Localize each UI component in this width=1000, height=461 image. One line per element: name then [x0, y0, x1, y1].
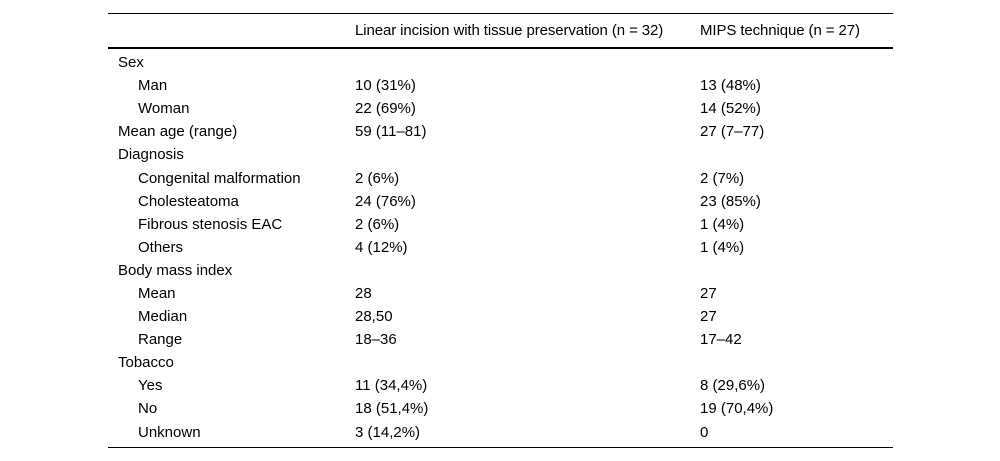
value-cell-linear-incision: 59 (11–81): [355, 123, 427, 141]
value-cell-mips: 2 (7%): [700, 169, 745, 187]
value-cell-mips: 14 (52%): [700, 100, 761, 118]
row-label-cell: Body mass index: [118, 261, 233, 279]
value-cell-mips: 13 (48%): [700, 77, 761, 95]
table-row: Congenital malformation 2 (6%) 2 (7%): [108, 166, 893, 189]
value-cell-linear-incision: 10 (31%): [355, 77, 416, 95]
table-row: Range 18–36 17–42: [108, 328, 893, 351]
value-cell-linear-incision: 18–36: [355, 331, 397, 349]
value-cell-linear-incision: 4 (12%): [355, 238, 408, 256]
table-row: Yes 11 (34,4%) 8 (29,6%): [108, 374, 893, 397]
table-row: Median 28,50 27: [108, 305, 893, 328]
value-cell-linear-incision: 2 (6%): [355, 169, 400, 187]
row-label-cell: Mean age (range): [118, 123, 238, 141]
value-cell-linear-incision: 2 (6%): [355, 215, 400, 233]
value-cell-mips: 17–42: [700, 331, 742, 349]
table-row: Fibrous stenosis EAC 2 (6%) 1 (4%): [108, 213, 893, 236]
value-cell-mips: 8 (29,6%): [700, 377, 766, 395]
table-row: Cholesteatoma 24 (76%) 23 (85%): [108, 190, 893, 213]
row-label-cell: Mean: [138, 284, 176, 302]
row-label-cell: Tobacco: [118, 354, 174, 372]
row-label-cell: Unknown: [138, 423, 201, 441]
table-body: Sex Man 10 (31%) 13 (48%) Woman 22 (69%)…: [108, 49, 893, 447]
row-label-cell: Man: [138, 77, 168, 95]
table-row: Man 10 (31%) 13 (48%): [108, 74, 893, 97]
row-label-cell: No: [138, 400, 158, 418]
row-label-cell: Range: [138, 331, 183, 349]
comparison-table: Linear incision with tissue preservation…: [108, 13, 893, 448]
row-label-cell: Yes: [138, 377, 163, 395]
value-cell-linear-incision: 24 (76%): [355, 192, 416, 210]
table-header-row: Linear incision with tissue preservation…: [108, 14, 893, 49]
value-cell-linear-incision: 18 (51,4%): [355, 400, 429, 418]
row-label-cell: Median: [138, 308, 188, 326]
row-label-cell: Sex: [118, 54, 144, 72]
column-header-mips: MIPS technique (n = 27): [700, 22, 860, 39]
value-cell-linear-incision: 22 (69%): [355, 100, 416, 118]
value-cell-linear-incision: 3 (14,2%): [355, 423, 421, 441]
value-cell-mips: 27 (7–77): [700, 123, 765, 141]
row-label-cell: Congenital malformation: [138, 169, 301, 187]
row-label-cell: Others: [138, 238, 184, 256]
row-label-cell: Cholesteatoma: [138, 192, 239, 210]
table-row: Mean 28 27: [108, 282, 893, 305]
row-label-cell: Fibrous stenosis EAC: [138, 215, 283, 233]
value-cell-mips: 27: [700, 308, 717, 326]
table-row: Mean age (range) 59 (11–81) 27 (7–77): [108, 120, 893, 143]
value-cell-linear-incision: 28: [355, 284, 372, 302]
row-label-cell: Woman: [138, 100, 190, 118]
value-cell-mips: 0: [700, 423, 709, 441]
value-cell-linear-incision: 11 (34,4%): [355, 377, 428, 395]
table-row: Others 4 (12%) 1 (4%): [108, 236, 893, 259]
table-row: Diagnosis: [108, 143, 893, 166]
table-row: Woman 22 (69%) 14 (52%): [108, 97, 893, 120]
table-row: Unknown 3 (14,2%) 0: [108, 421, 893, 444]
value-cell-linear-incision: 28,50: [355, 308, 393, 326]
value-cell-mips: 1 (4%): [700, 215, 745, 233]
column-header-linear-incision: Linear incision with tissue preservation…: [355, 22, 664, 39]
value-cell-mips: 27: [700, 284, 717, 302]
table-row: Body mass index: [108, 259, 893, 282]
value-cell-mips: 23 (85%): [700, 192, 761, 210]
table-row: Tobacco: [108, 351, 893, 374]
table-row: Sex: [108, 51, 893, 74]
row-label-cell: Diagnosis: [118, 146, 184, 164]
value-cell-mips: 1 (4%): [700, 238, 745, 256]
value-cell-mips: 19 (70,4%): [700, 400, 774, 418]
table-row: No 18 (51,4%) 19 (70,4%): [108, 397, 893, 420]
